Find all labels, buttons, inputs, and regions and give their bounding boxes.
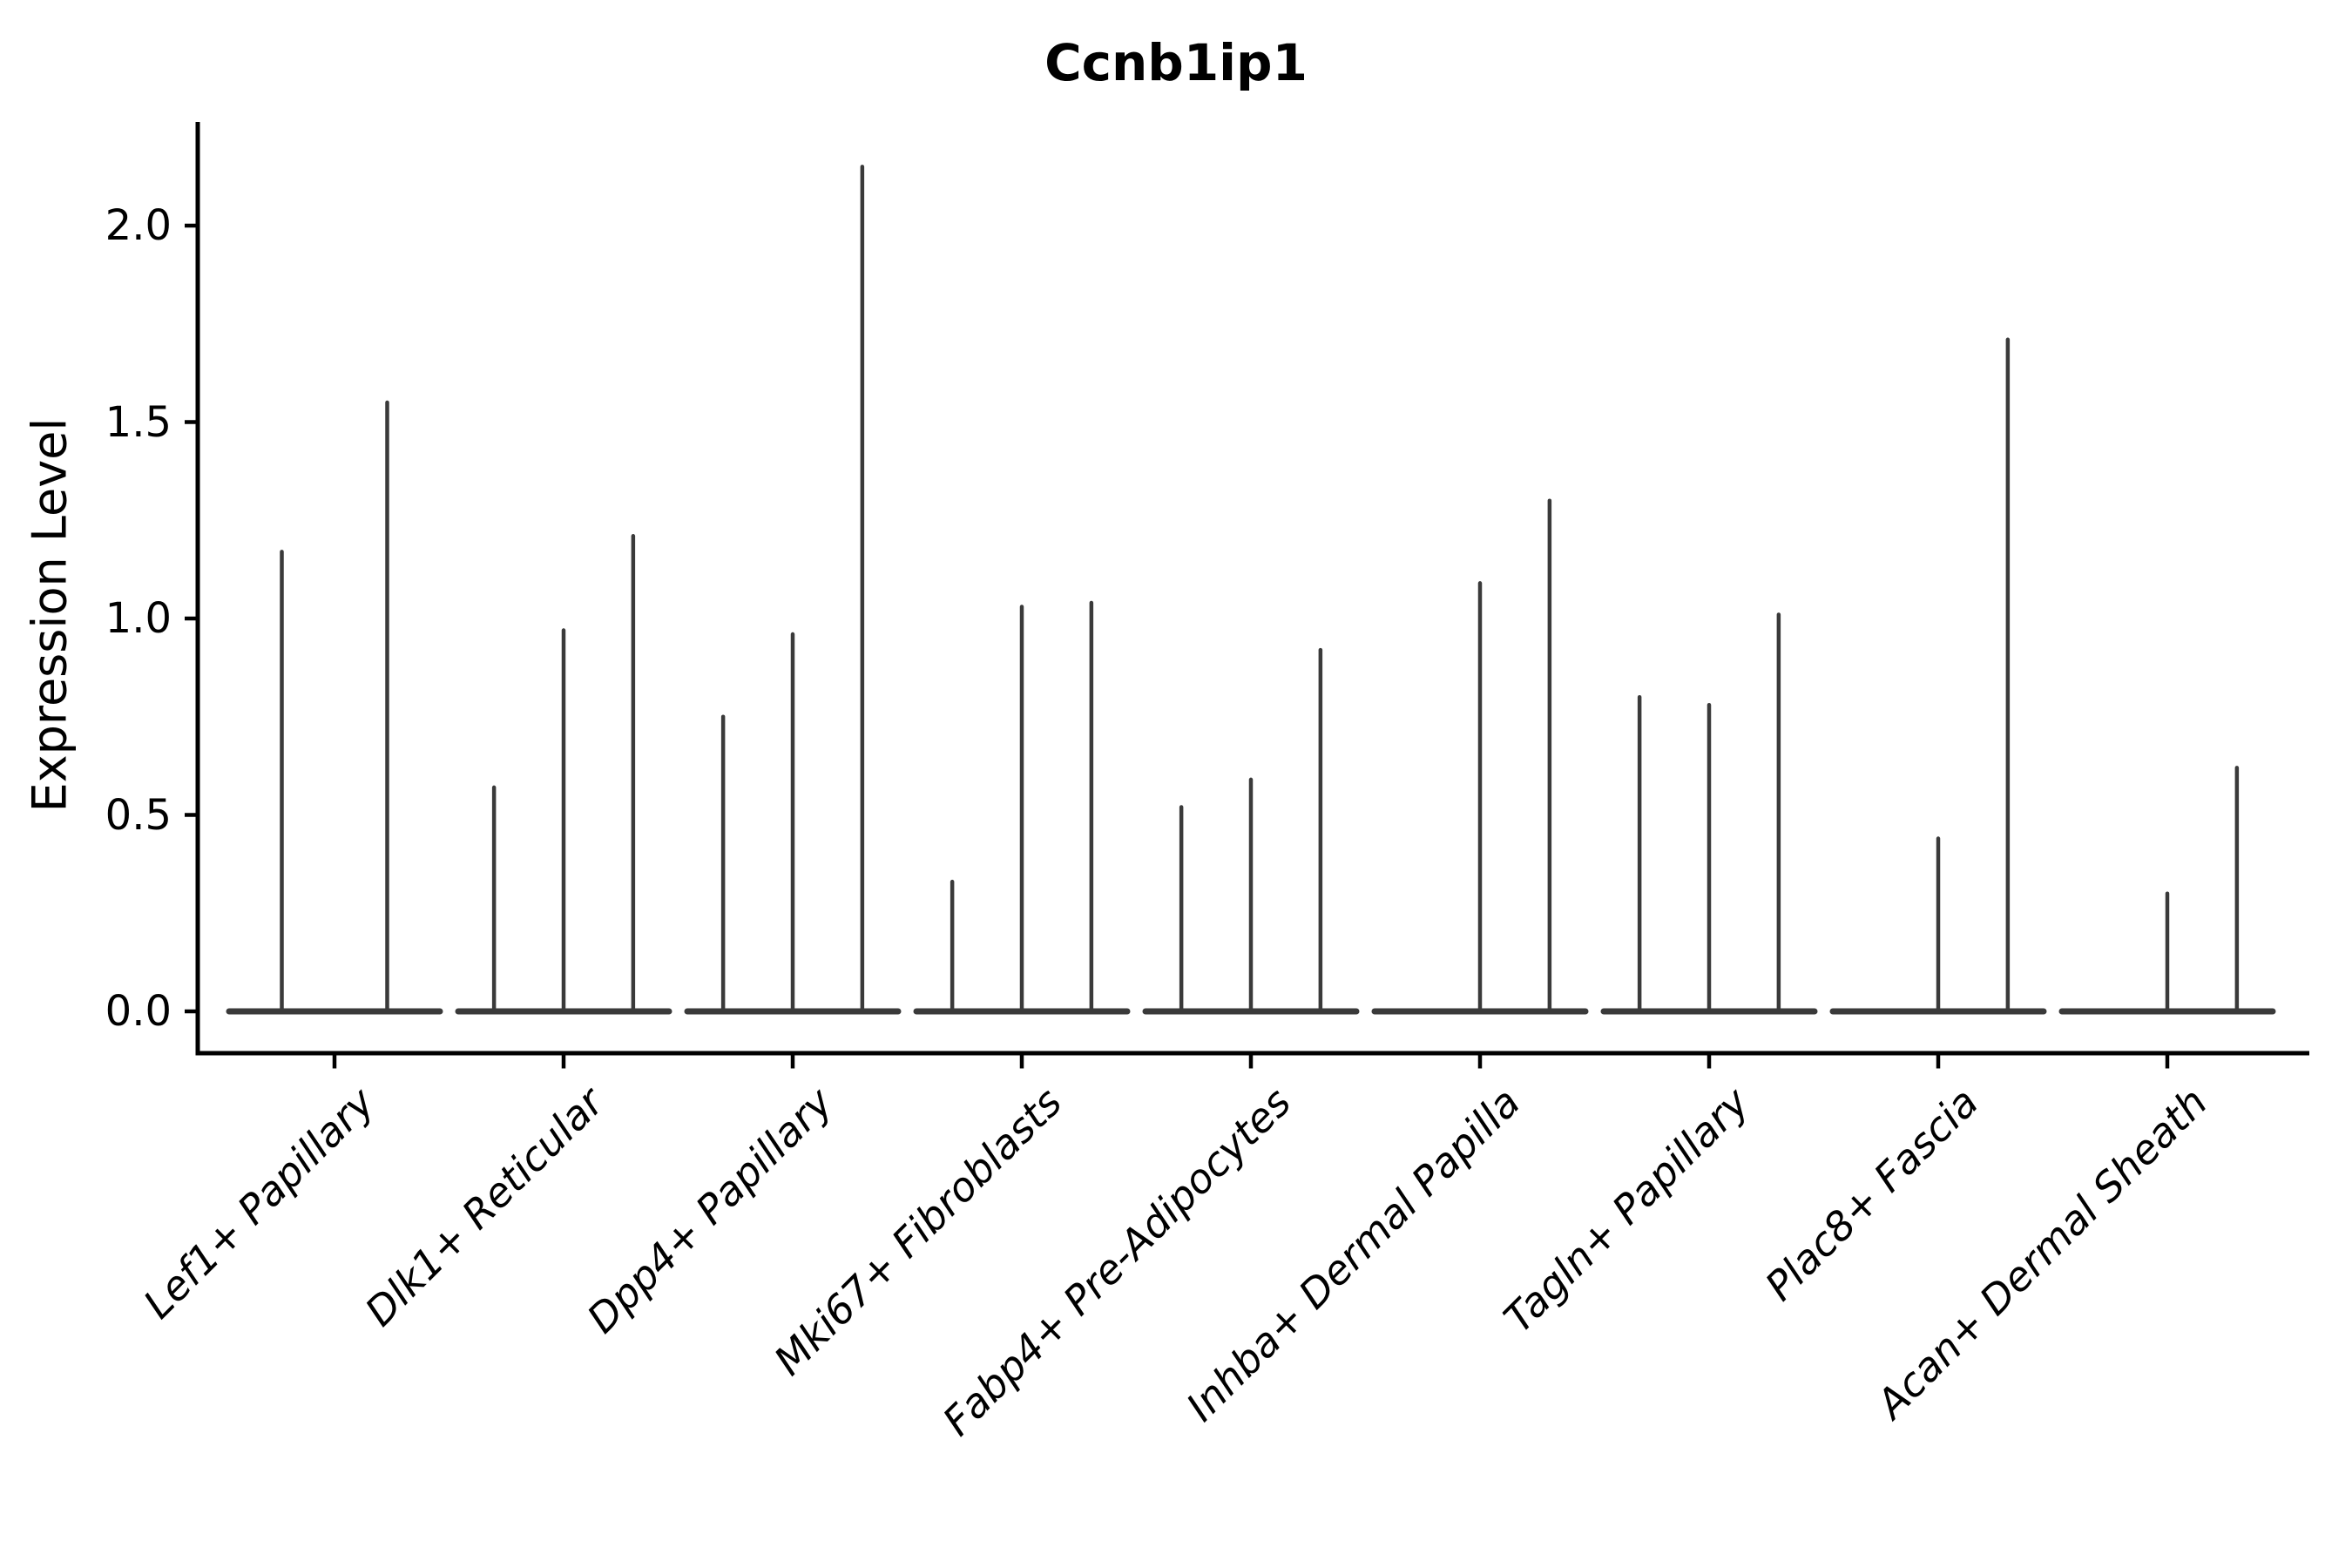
y-tick-label: 0.0 [105, 987, 172, 1036]
y-tick-label: 1.0 [105, 594, 172, 643]
chart-title: Ccnb1ip1 [1044, 33, 1308, 92]
y-tick-label: 1.5 [105, 397, 172, 447]
y-tick-label: 2.0 [105, 201, 172, 250]
y-tick-label: 0.5 [105, 790, 172, 840]
